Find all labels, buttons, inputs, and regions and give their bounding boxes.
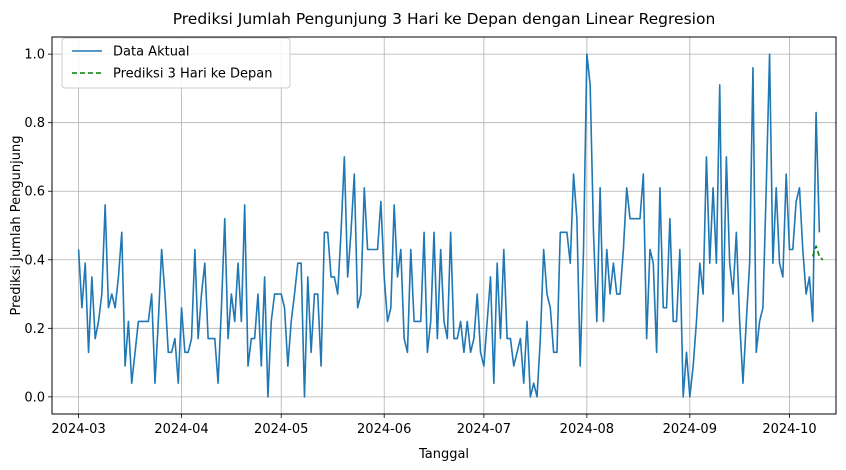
y-tick-label: 0.4	[24, 253, 45, 268]
grid	[52, 37, 836, 414]
plot-frame	[51, 36, 837, 415]
y-tick-label: 0.0	[24, 390, 45, 405]
legend: Data Aktual Prediksi 3 Hari ke Depan	[61, 37, 291, 89]
x-tick-label: 2024-03	[51, 422, 105, 437]
x-axis-title: Tanggal	[418, 447, 469, 462]
x-tick-label: 2024-06	[357, 422, 411, 437]
x-tick-label: 2024-09	[663, 422, 717, 437]
y-tick-label: 1.0	[24, 48, 45, 63]
series-line-forecast	[811, 245, 824, 261]
y-tick-label: 0.6	[24, 185, 45, 200]
ticks: 2024-03 2024-04 2024-05 2024-06 2024-07 2024-…	[24, 48, 816, 437]
x-tick-label: 2024-07	[457, 422, 511, 437]
y-tick-label: 0.2	[24, 322, 45, 337]
x-tick-label: 2024-08	[560, 422, 614, 437]
legend-box	[61, 37, 291, 89]
chart-title: Prediksi Jumlah Pengunjung 3 Hari ke Dep…	[173, 10, 716, 28]
y-axis-title: Prediksi Jumlah Pengunjung	[9, 136, 24, 316]
x-tick-label: 2024-10	[762, 422, 816, 437]
legend-label-forecast: Prediksi 3 Hari ke Depan	[113, 67, 272, 82]
x-tick-label: 2024-04	[154, 422, 208, 437]
y-tick-label: 0.8	[24, 116, 45, 131]
legend-label-actual: Data Aktual	[113, 45, 190, 60]
x-tick-label: 2024-05	[254, 422, 308, 437]
series-line-actual	[77, 53, 821, 398]
series-layer	[77, 53, 824, 398]
